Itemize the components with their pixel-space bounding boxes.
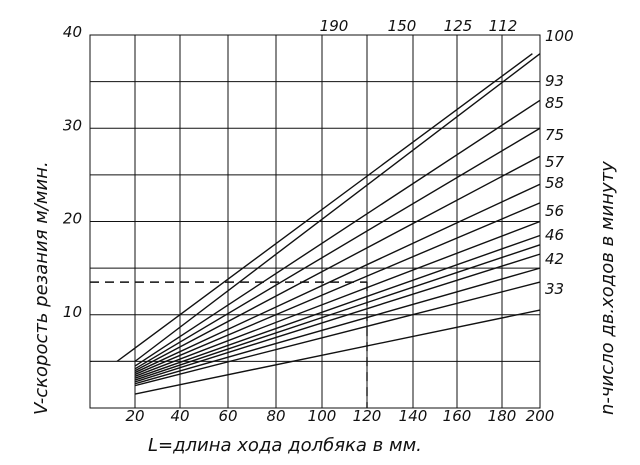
series-line-75 (134, 220, 541, 377)
series-line-57 (134, 234, 541, 379)
x-tick-100: 100 (308, 407, 337, 425)
series-line-150 (134, 53, 541, 362)
right-label-85: 85 (545, 94, 564, 112)
x-tick-180: 180 (488, 407, 517, 425)
right-label-57: 57 (545, 153, 565, 171)
y-tick-20: 20 (63, 210, 82, 228)
right-label-75: 75 (545, 126, 564, 144)
x-axis-title: L=длина хода долбяка в мм. (148, 435, 422, 456)
series-line-85 (134, 202, 541, 376)
top-label-190: 190 (320, 17, 349, 35)
x-tick-200: 200 (526, 407, 555, 425)
x-tick-40: 40 (170, 407, 189, 425)
right-label-58: 58 (545, 174, 564, 192)
series-line-93 (134, 183, 541, 374)
series-line-58 (134, 244, 541, 381)
top-label-150: 150 (388, 17, 417, 35)
series-line-46 (134, 267, 541, 385)
labels: 20 40 60 80 100 120 140 160 180 200 10 20 30 40 190 150… (63, 17, 574, 425)
series-line-190 (116, 53, 533, 362)
x-tick-140: 140 (399, 407, 428, 425)
y2-axis-title: n-число дв.ходов в минуту (597, 161, 618, 415)
top-label-112: 112 (489, 17, 518, 35)
series-line-56 (134, 253, 541, 383)
x-tick-120: 120 (353, 407, 382, 425)
series-line-42 (134, 281, 541, 387)
y-tick-10: 10 (63, 303, 82, 321)
series-lines (90, 53, 541, 408)
grid (89, 34, 541, 409)
right-label-42: 42 (545, 250, 564, 268)
right-label-100: 100 (545, 27, 574, 45)
top-label-125: 125 (444, 17, 473, 35)
y-tick-40: 40 (63, 23, 82, 41)
x-tick-80: 80 (266, 407, 285, 425)
y-axis-title: V-скорость резания м/мин. (31, 161, 52, 415)
x-tick-20: 20 (125, 407, 144, 425)
series-line-100 (134, 155, 541, 372)
right-label-56: 56 (545, 202, 564, 220)
right-label-93: 93 (545, 72, 564, 90)
series-line-33 (134, 309, 541, 395)
guide-lines (90, 281, 368, 408)
x-tick-160: 160 (443, 407, 472, 425)
series-line-125 (134, 99, 541, 367)
series-line-112 (134, 127, 541, 370)
x-tick-60: 60 (218, 407, 237, 425)
origin-box (92, 361, 135, 407)
right-label-33: 33 (545, 280, 564, 298)
y-tick-30: 30 (63, 116, 82, 134)
right-label-46: 46 (545, 226, 564, 244)
